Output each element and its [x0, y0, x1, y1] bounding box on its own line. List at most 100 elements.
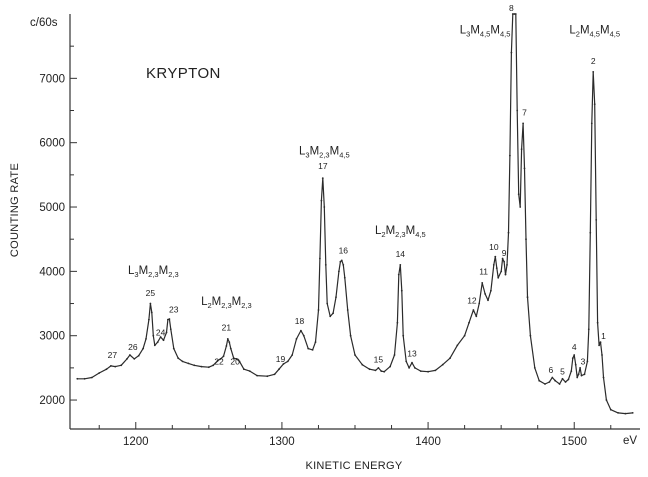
- transition-group-label: L3M2,3M4,5: [299, 145, 350, 159]
- data-point: [587, 328, 590, 331]
- data-point: [495, 267, 498, 269]
- data-point: [538, 379, 541, 382]
- y-axis-title: COUNTING RATE: [9, 163, 21, 257]
- data-point: [504, 273, 507, 276]
- data-point: [592, 71, 595, 73]
- data-point: [478, 302, 481, 305]
- peak-label: 26: [128, 342, 138, 352]
- peak-label: 13: [407, 348, 417, 358]
- x-unit-label: eV: [623, 435, 637, 447]
- data-point: [137, 354, 140, 357]
- data-point: [533, 367, 536, 369]
- data-point: [396, 321, 399, 324]
- data-point: [343, 276, 346, 279]
- data-point: [580, 374, 583, 377]
- data-point: [449, 357, 451, 360]
- data-point: [529, 334, 532, 337]
- data-point: [577, 373, 580, 376]
- data-point: [598, 344, 600, 347]
- data-point: [523, 167, 526, 170]
- data-point: [167, 318, 169, 321]
- data-point: [225, 345, 228, 347]
- data-point: [564, 381, 567, 383]
- data-point: [548, 381, 551, 383]
- data-point: [490, 289, 492, 292]
- data-point: [601, 354, 603, 356]
- data-point: [307, 347, 310, 350]
- peak-label: 5: [560, 366, 565, 376]
- peak-label: 20: [230, 357, 240, 367]
- data-point: [156, 341, 159, 343]
- peak-label: 24: [156, 328, 166, 338]
- data-point: [291, 354, 294, 356]
- peak-label: 22: [214, 357, 224, 367]
- data-point: [402, 334, 405, 337]
- data-point: [335, 296, 337, 298]
- data-point: [475, 315, 478, 318]
- data-point: [631, 412, 634, 414]
- data-point: [411, 361, 413, 364]
- data-point: [408, 367, 410, 369]
- data-point: [583, 373, 586, 376]
- data-point: [200, 365, 203, 368]
- transition-group-label: L3M2,3M2,3: [128, 265, 179, 279]
- data-point: [329, 315, 332, 318]
- y-tick-label: 4000: [39, 266, 65, 278]
- data-point: [222, 355, 225, 358]
- annotation-group: 1234567891011121314151617181920212223242…: [108, 3, 606, 377]
- data-point: [181, 360, 184, 363]
- data-point: [342, 264, 345, 266]
- data-point: [76, 377, 79, 380]
- peak-label: 2: [591, 56, 596, 66]
- data-point: [522, 122, 524, 125]
- y-tick-label: 7000: [39, 73, 65, 85]
- peak-label: 27: [108, 350, 118, 360]
- data-point: [494, 255, 497, 258]
- x-tick-label: 1200: [123, 436, 149, 448]
- data-point: [150, 311, 153, 314]
- data-point: [159, 336, 162, 338]
- data-point: [377, 367, 380, 369]
- data-point: [558, 383, 561, 385]
- data-point: [393, 354, 396, 356]
- data-point: [605, 399, 608, 401]
- data-point: [551, 376, 554, 379]
- data-point: [324, 264, 327, 266]
- data-point: [506, 264, 508, 266]
- data-point: [149, 302, 152, 305]
- data-point: [346, 309, 349, 311]
- data-point: [574, 363, 577, 366]
- data-point: [219, 358, 222, 360]
- data-point: [507, 231, 510, 234]
- data-point: [314, 341, 317, 343]
- data-point: [397, 273, 400, 276]
- data-point: [235, 358, 238, 360]
- data-point: [169, 328, 172, 331]
- data-point: [339, 260, 342, 263]
- data-point: [456, 344, 459, 347]
- data-point: [525, 238, 527, 241]
- y-tick-label: 3000: [39, 331, 65, 343]
- peak-label: 10: [489, 242, 499, 252]
- data-point: [226, 338, 229, 340]
- data-point: [589, 231, 592, 234]
- data-point: [389, 365, 391, 368]
- data-point: [282, 363, 285, 365]
- data-point: [238, 360, 241, 363]
- data-point: [517, 193, 520, 196]
- data-point: [468, 321, 470, 324]
- x-tick-label: 1400: [415, 436, 441, 448]
- data-point: [602, 376, 605, 379]
- peak-label: 21: [222, 323, 232, 333]
- data-point: [576, 376, 579, 379]
- data-point: [361, 363, 364, 366]
- data-point: [609, 408, 612, 411]
- data-point: [145, 338, 147, 340]
- data-point: [321, 177, 324, 180]
- data-point: [419, 370, 422, 372]
- data-point: [319, 257, 321, 260]
- data-point: [497, 276, 500, 279]
- data-point: [593, 103, 596, 105]
